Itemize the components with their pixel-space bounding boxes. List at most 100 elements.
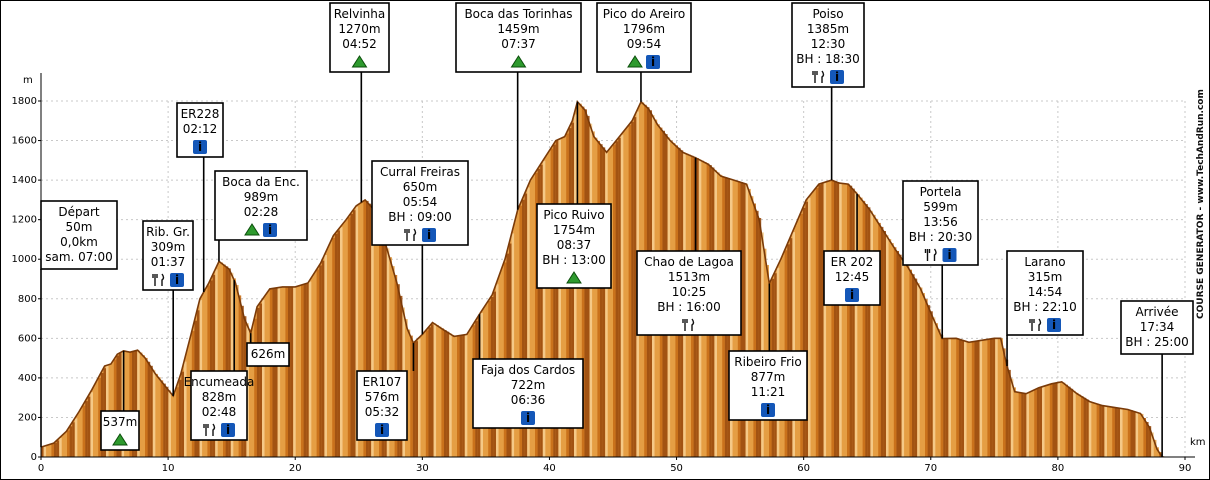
profile-stripe bbox=[922, 293, 925, 457]
y-tick-label: 1600 bbox=[12, 136, 37, 147]
profile-stripe bbox=[958, 339, 962, 457]
profile-stripe bbox=[1133, 411, 1136, 457]
profile-stripe bbox=[628, 125, 632, 457]
profile-stripe bbox=[254, 318, 257, 457]
info-icon-glyph: i bbox=[1052, 318, 1056, 332]
profile-stripe bbox=[883, 231, 886, 457]
profile-stripe bbox=[1091, 402, 1094, 457]
profile-stripe bbox=[384, 239, 387, 457]
y-tick-label: 1400 bbox=[12, 175, 37, 186]
profile-stripe bbox=[927, 305, 931, 457]
info-icon: i bbox=[263, 223, 277, 237]
profile-stripe bbox=[1101, 405, 1105, 457]
label-line: 1385m bbox=[807, 22, 849, 36]
profile-stripe bbox=[550, 148, 554, 457]
profile-stripe bbox=[1057, 382, 1061, 457]
label-frame bbox=[176, 102, 224, 158]
label-frame bbox=[214, 170, 308, 241]
label-line: 599m bbox=[923, 200, 958, 214]
profile-stripe bbox=[334, 233, 338, 457]
profile-stripe bbox=[392, 266, 395, 457]
profile-stripe bbox=[867, 207, 871, 457]
profile-stripe bbox=[948, 338, 951, 457]
profile-stripe bbox=[1044, 386, 1048, 457]
profile-stripe bbox=[932, 317, 936, 457]
profile-stripe bbox=[862, 200, 866, 457]
food-icon bbox=[812, 70, 825, 83]
label-line: BH : 09:00 bbox=[388, 210, 452, 224]
label-line: Portela bbox=[920, 185, 962, 199]
label-line: 17:34 bbox=[1140, 320, 1175, 334]
profile-stripe bbox=[821, 183, 824, 457]
generator-credit: COURSE GENERATOR - www.TechAndRun.com bbox=[1196, 89, 1206, 319]
profile-stripe bbox=[1070, 388, 1074, 457]
x-tick-label: 40 bbox=[543, 463, 556, 474]
profile-stripe bbox=[212, 274, 216, 457]
profile-stripe bbox=[293, 286, 296, 457]
food-icon bbox=[152, 273, 165, 286]
profile-stripe bbox=[828, 181, 832, 457]
profile-stripe bbox=[571, 122, 574, 457]
profile-stripe bbox=[470, 329, 473, 457]
y-tick-label: 800 bbox=[18, 294, 37, 305]
profile-stripe bbox=[129, 352, 132, 457]
y-tick-label: 0 bbox=[31, 452, 37, 463]
profile-stripe bbox=[943, 338, 946, 457]
label-line: 07:37 bbox=[501, 37, 536, 51]
profile-stripe bbox=[618, 138, 621, 457]
profile-stripe bbox=[363, 201, 366, 457]
profile-stripe bbox=[358, 204, 361, 457]
x-tick-label: 50 bbox=[670, 463, 683, 474]
profile-stripe bbox=[852, 188, 855, 457]
profile-stripe bbox=[152, 369, 156, 457]
profile-stripe bbox=[966, 341, 970, 457]
info-icon-bg bbox=[263, 223, 277, 237]
label-line: ER 202 bbox=[831, 255, 874, 269]
profile-stripe bbox=[610, 147, 613, 457]
profile-stripe bbox=[854, 191, 858, 457]
x-tick-label: 10 bbox=[162, 463, 175, 474]
label-line: BH : 18:30 bbox=[796, 52, 860, 66]
waypoint-label: 626m bbox=[246, 333, 290, 367]
profile-stripe bbox=[353, 210, 356, 457]
profile-stripe bbox=[1039, 387, 1042, 457]
label-line: Départ bbox=[58, 205, 100, 219]
profile-stripe bbox=[1140, 413, 1144, 457]
profile-stripe bbox=[431, 324, 434, 457]
label-frame bbox=[596, 2, 692, 73]
profile-stripe bbox=[74, 418, 78, 457]
profile-stripe bbox=[446, 331, 450, 457]
info-icon: i bbox=[221, 423, 235, 437]
profile-stripe bbox=[631, 121, 634, 458]
knife bbox=[691, 318, 695, 331]
info-icon: i bbox=[375, 423, 389, 437]
profile-stripe bbox=[41, 447, 44, 457]
profile-stripe bbox=[314, 273, 317, 457]
profile-stripe bbox=[568, 128, 572, 457]
profile-stripe bbox=[1052, 383, 1055, 457]
profile-stripe bbox=[844, 183, 847, 457]
x-tick-label: 20 bbox=[289, 463, 302, 474]
profile-stripe bbox=[633, 117, 637, 457]
profile-stripe bbox=[540, 164, 543, 458]
profile-stripe bbox=[420, 336, 424, 457]
profile-stripe bbox=[945, 338, 949, 457]
label-line: BH : 25:00 bbox=[1125, 335, 1189, 349]
profile-stripe bbox=[875, 218, 879, 457]
label-line: BH : 22:10 bbox=[1013, 300, 1077, 314]
profile-stripe bbox=[810, 194, 814, 457]
profile-stripe bbox=[1005, 359, 1009, 457]
profile-stripe bbox=[620, 134, 624, 458]
profile-stripe bbox=[316, 269, 320, 457]
label-line: 1270m bbox=[338, 22, 380, 36]
label-frame bbox=[246, 342, 290, 367]
profile-stripe bbox=[841, 183, 845, 457]
profile-stripe bbox=[217, 263, 221, 457]
profile-stripe bbox=[925, 299, 928, 457]
label-frame bbox=[791, 2, 865, 88]
